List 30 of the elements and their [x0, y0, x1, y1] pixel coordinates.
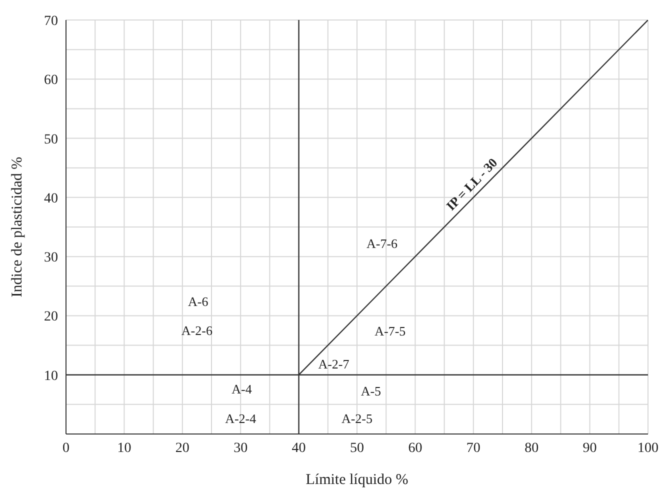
x-tick-label: 0 — [62, 440, 70, 456]
y-tick-label: 40 — [44, 191, 58, 206]
annotation: A-6 — [188, 294, 209, 310]
annotation: A-2-4 — [225, 411, 257, 426]
annotation: A-2-7 — [318, 356, 350, 372]
annotation: IP = LL - 30 — [443, 155, 500, 214]
y-tick-label: 60 — [44, 73, 58, 88]
annotation: A-2-5 — [341, 411, 373, 426]
annotation: A-7-6 — [366, 236, 398, 252]
x-tick-label: 80 — [524, 440, 539, 456]
x-tick-label: 10 — [117, 440, 132, 456]
annotation: A-4 — [232, 381, 252, 396]
x-tick-label: 20 — [175, 440, 190, 456]
y-tick-label: 50 — [44, 132, 58, 148]
x-tick-label: 100 — [638, 440, 658, 456]
x-tick-label: 50 — [350, 440, 364, 456]
x-tick-label: 90 — [582, 440, 597, 456]
y-tick-label: 70 — [44, 14, 58, 29]
x-tick-label: 70 — [466, 440, 480, 456]
x-axis-title: Límite líquido % — [306, 472, 408, 488]
annotation: A-2-6 — [181, 323, 213, 338]
y-tick-label: 20 — [44, 310, 58, 325]
y-tick-label: 30 — [44, 250, 58, 266]
x-tick-label: 30 — [234, 440, 248, 456]
y-tick-label: 10 — [44, 368, 58, 384]
x-tick-label: 60 — [408, 440, 422, 456]
annotation: A-5 — [360, 383, 382, 398]
y-axis-title: Indice de plasticidad % — [9, 156, 26, 298]
annotation: A-7-5 — [374, 323, 406, 338]
x-tick-label: 40 — [292, 440, 306, 456]
